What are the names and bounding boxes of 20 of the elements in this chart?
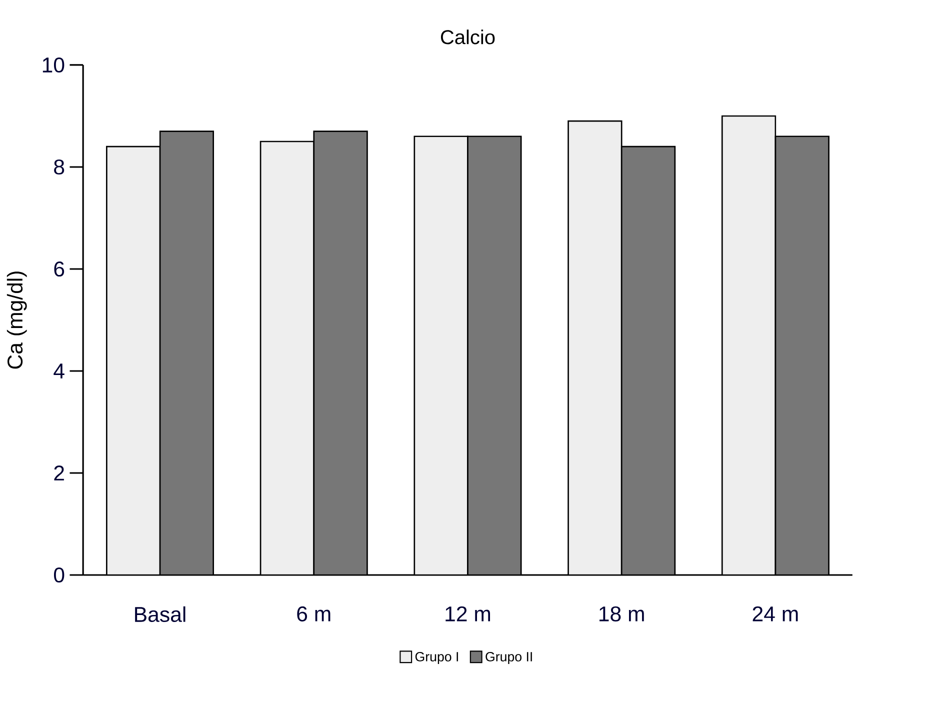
legend-label: Grupo II bbox=[486, 652, 532, 664]
y-tick-label: 0 bbox=[54, 567, 64, 583]
bar bbox=[159, 130, 214, 575]
x-tick-label: 24 m bbox=[752, 606, 798, 622]
legend-label: Grupo I bbox=[415, 652, 458, 664]
y-tick-label: 10 bbox=[42, 57, 64, 73]
y-tick-label: 8 bbox=[54, 159, 64, 175]
y-tick-label: 4 bbox=[54, 364, 64, 378]
y-tick-label: 2 bbox=[54, 466, 64, 480]
y-tick-label: 6 bbox=[54, 261, 64, 277]
y-axis-title: Ca (mg/dl) bbox=[6, 272, 27, 369]
x-tick-label: 18 m bbox=[600, 606, 644, 622]
x-tick-label: 12 m bbox=[446, 606, 490, 622]
bar bbox=[467, 136, 522, 575]
bar bbox=[620, 146, 676, 575]
x-tick-label: 6 m bbox=[297, 606, 330, 622]
bar bbox=[313, 130, 368, 575]
chart-title: Calcio bbox=[440, 30, 495, 44]
x-tick-label: Basal bbox=[135, 606, 186, 622]
bar bbox=[774, 136, 830, 575]
